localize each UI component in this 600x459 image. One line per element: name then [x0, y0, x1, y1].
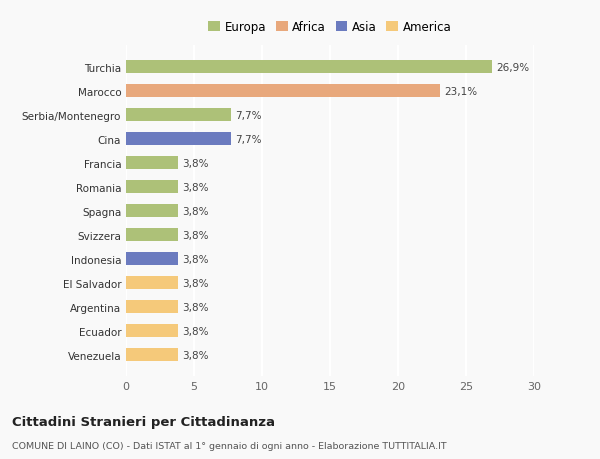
Bar [126, 61, 492, 74]
Legend: Europa, Africa, Asia, America: Europa, Africa, Asia, America [206, 19, 454, 36]
Bar [126, 276, 178, 290]
Bar [126, 133, 231, 146]
Text: 3,8%: 3,8% [182, 302, 208, 312]
Bar [126, 229, 178, 241]
Bar [126, 348, 178, 361]
Bar [126, 181, 178, 194]
Bar [126, 157, 178, 170]
Text: 3,8%: 3,8% [182, 278, 208, 288]
Bar [126, 109, 231, 122]
Text: 7,7%: 7,7% [235, 134, 262, 144]
Text: 3,8%: 3,8% [182, 350, 208, 360]
Bar [126, 85, 440, 98]
Text: 3,8%: 3,8% [182, 206, 208, 216]
Bar [126, 252, 178, 266]
Text: COMUNE DI LAINO (CO) - Dati ISTAT al 1° gennaio di ogni anno - Elaborazione TUTT: COMUNE DI LAINO (CO) - Dati ISTAT al 1° … [12, 441, 446, 450]
Bar [126, 300, 178, 313]
Text: 3,8%: 3,8% [182, 230, 208, 240]
Bar [126, 324, 178, 337]
Text: 26,9%: 26,9% [496, 62, 529, 73]
Text: 3,8%: 3,8% [182, 158, 208, 168]
Text: Cittadini Stranieri per Cittadinanza: Cittadini Stranieri per Cittadinanza [12, 415, 275, 428]
Text: 7,7%: 7,7% [235, 111, 262, 120]
Text: 3,8%: 3,8% [182, 326, 208, 336]
Text: 3,8%: 3,8% [182, 182, 208, 192]
Text: 23,1%: 23,1% [444, 86, 478, 96]
Text: 3,8%: 3,8% [182, 254, 208, 264]
Bar [126, 205, 178, 218]
